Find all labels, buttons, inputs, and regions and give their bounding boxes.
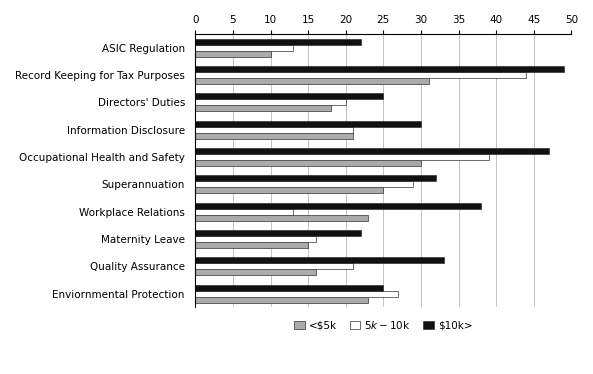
Bar: [195, 269, 315, 275]
Bar: [195, 105, 331, 111]
Bar: [195, 99, 346, 105]
Bar: [195, 203, 481, 209]
Bar: [195, 78, 429, 84]
Bar: [195, 72, 527, 78]
Bar: [195, 257, 444, 263]
Bar: [195, 127, 353, 133]
Bar: [195, 181, 413, 187]
Bar: [195, 154, 489, 160]
Bar: [195, 291, 398, 297]
Bar: [195, 93, 383, 99]
Legend: <$5k, $5k-$10k, $10k>: <$5k, $5k-$10k, $10k>: [290, 315, 477, 335]
Bar: [195, 45, 293, 51]
Bar: [195, 187, 383, 193]
Bar: [195, 297, 368, 303]
Bar: [195, 39, 361, 45]
Bar: [195, 242, 308, 248]
Bar: [195, 66, 564, 72]
Bar: [195, 236, 315, 242]
Bar: [195, 230, 361, 236]
Bar: [195, 263, 353, 269]
Bar: [195, 209, 293, 215]
Bar: [195, 148, 549, 154]
Bar: [195, 215, 368, 221]
Bar: [195, 175, 436, 181]
Bar: [195, 285, 383, 291]
Bar: [195, 51, 270, 57]
Bar: [195, 121, 421, 127]
Bar: [195, 133, 353, 139]
Bar: [195, 160, 421, 166]
